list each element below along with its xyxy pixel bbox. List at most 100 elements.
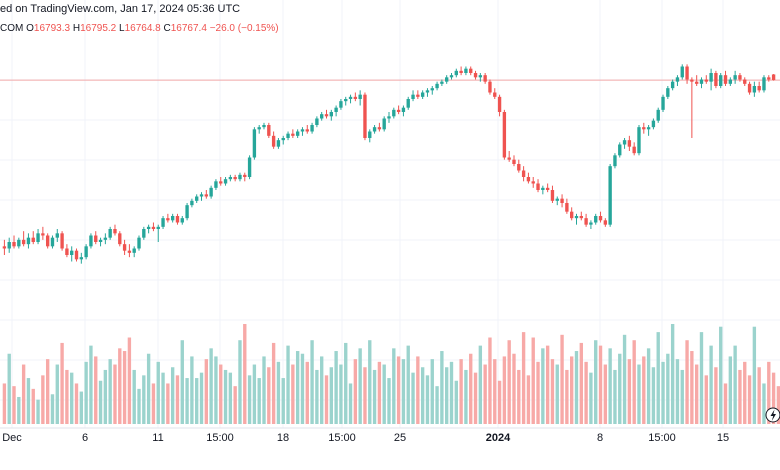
candle: [146, 224, 151, 234]
candle: [368, 129, 372, 143]
symbol-label: COM: [0, 23, 24, 34]
candle: [180, 216, 184, 225]
volume-bar: [214, 356, 218, 424]
candle-body: [622, 140, 627, 145]
volume-bar: [339, 364, 343, 424]
x-tick-label: 25: [394, 432, 406, 444]
candle-body: [699, 79, 704, 84]
high-label: H: [72, 23, 81, 34]
candle: [17, 237, 21, 249]
candle-body: [166, 218, 170, 221]
volume-bar: [449, 361, 454, 424]
candle: [238, 172, 242, 182]
volume-bar: [156, 361, 160, 424]
candle-body: [651, 120, 656, 128]
volume-bar: [17, 396, 21, 424]
candle: [271, 131, 276, 149]
candle: [445, 75, 449, 84]
candle: [195, 194, 199, 203]
candle: [570, 207, 574, 221]
candle: [454, 68, 458, 78]
candle: [526, 172, 531, 184]
candle-body: [440, 81, 444, 84]
candle-body: [435, 83, 439, 89]
candle: [31, 231, 35, 245]
candle-body: [195, 196, 199, 201]
candle-body: [74, 250, 79, 260]
volume-bar: [738, 369, 742, 424]
volume-bar: [685, 340, 689, 424]
lightning-icon[interactable]: [765, 407, 780, 423]
candle: [464, 66, 468, 76]
candle: [252, 127, 257, 160]
volume-bar: [243, 324, 247, 424]
candle-body: [291, 133, 295, 136]
candle: [502, 109, 507, 160]
candle: [459, 66, 463, 76]
candle-body: [632, 146, 636, 154]
volume-bar: [714, 367, 718, 424]
volume-bar: [743, 361, 747, 424]
candle: [89, 233, 93, 249]
volume-bar: [79, 391, 84, 424]
candle: [709, 68, 713, 91]
candle-body: [627, 140, 632, 147]
volume-bar: [2, 383, 7, 424]
volume-bar: [545, 345, 550, 424]
volume-bar: [425, 375, 430, 424]
candle-body: [517, 164, 521, 171]
change-value: −26.0 (−0.15%): [209, 23, 279, 34]
volume-bar: [118, 348, 122, 424]
candle-body: [98, 239, 103, 242]
candle: [613, 153, 617, 169]
candle: [618, 142, 622, 158]
volume-bar: [146, 353, 151, 424]
candle: [199, 192, 204, 201]
candle-body: [156, 226, 160, 229]
x-tick-label: 15:00: [648, 432, 676, 444]
candle-body: [180, 218, 184, 223]
candle-body: [339, 101, 343, 108]
candle: [719, 73, 723, 89]
volume-bar: [680, 369, 684, 424]
candle-body: [214, 181, 218, 188]
volume-bar: [584, 361, 588, 424]
x-tick-label: 11: [152, 432, 163, 444]
candle: [65, 244, 69, 258]
candle: [118, 231, 122, 247]
candle: [60, 231, 64, 251]
candle: [666, 86, 670, 99]
volume-bar: [488, 337, 492, 424]
candle: [108, 226, 112, 240]
candle: [305, 125, 309, 134]
volume-bar: [295, 351, 300, 424]
candle-body: [459, 70, 463, 73]
volume-bar: [464, 369, 468, 424]
candle-body: [94, 235, 98, 242]
candle: [420, 90, 425, 99]
x-tick-label: 15: [717, 432, 729, 444]
volume-bar: [478, 345, 483, 424]
candle-body: [642, 127, 646, 130]
x-tick-label: 6: [82, 432, 88, 444]
candle-body: [445, 77, 449, 82]
candlesticks: [2, 64, 776, 264]
candle: [50, 235, 55, 249]
volume-bar: [228, 372, 233, 424]
candle-body: [84, 246, 88, 258]
volume-bar: [166, 383, 170, 424]
volume-bar: [12, 386, 16, 424]
volume-bar: [276, 361, 281, 424]
candle-body: [17, 239, 21, 247]
candle-body: [320, 114, 324, 119]
candle-body: [175, 216, 180, 223]
volume-bar: [98, 380, 103, 424]
volume-bar: [137, 388, 141, 424]
candle: [334, 105, 338, 117]
volume-bar: [60, 342, 64, 424]
volume-bar: [747, 375, 752, 424]
volume-bar: [247, 375, 252, 424]
candle: [156, 224, 160, 242]
candle-body: [50, 237, 55, 247]
